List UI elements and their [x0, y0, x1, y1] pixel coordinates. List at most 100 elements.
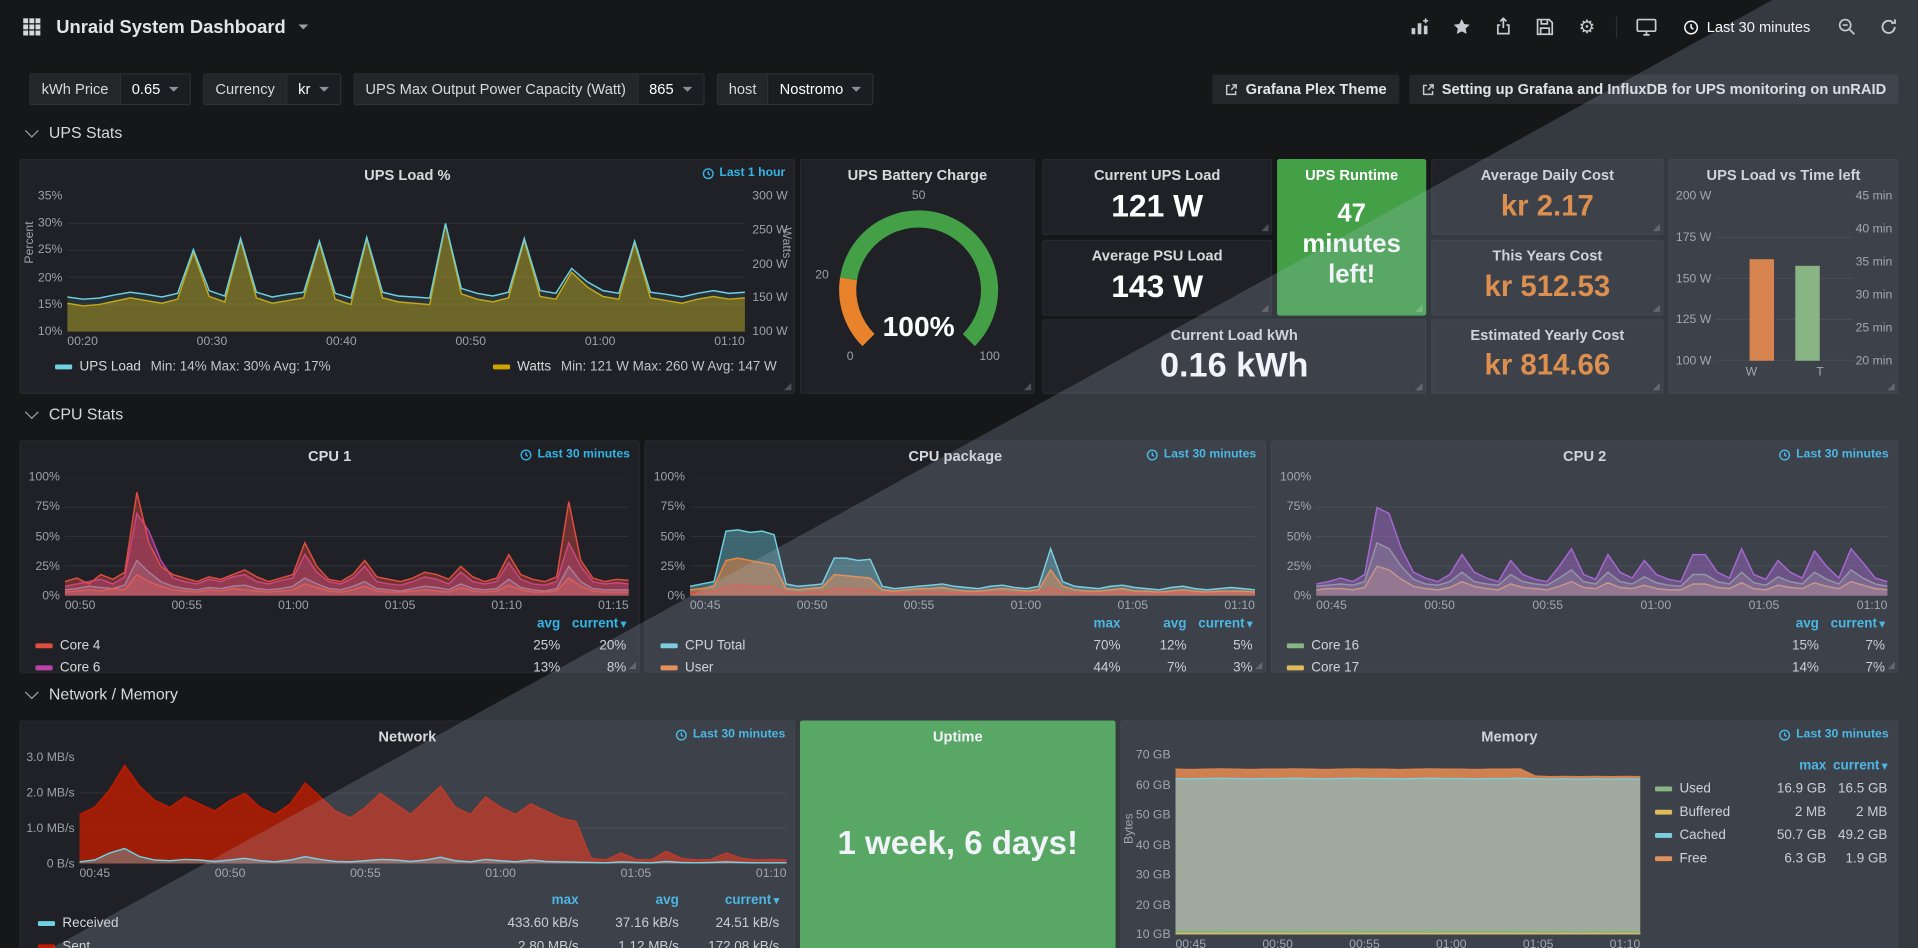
y-axis-ticks: 3.0 MB/s 2.0 MB/s 1.0 MB/s 0 B/s: [26, 751, 75, 871]
series-name[interactable]: Cached: [1679, 827, 1726, 843]
stat-value: 47 minutes left!: [1302, 199, 1401, 289]
save-icon[interactable]: [1533, 12, 1557, 41]
series-name[interactable]: Core 4: [59, 638, 101, 654]
share-icon[interactable]: [1491, 12, 1515, 41]
ups-load-graph[interactable]: [67, 196, 745, 332]
panel-title[interactable]: CPU 2: [1563, 447, 1607, 465]
row-header-ups-stats[interactable]: UPS Stats: [24, 123, 122, 142]
external-link-icon: [1226, 83, 1238, 95]
series-name[interactable]: UPS Load: [79, 359, 141, 375]
legend-row: User 44% 7% 3%: [660, 657, 1253, 673]
row-header-cpu-stats[interactable]: CPU Stats: [24, 404, 123, 423]
series-color: [1655, 855, 1673, 861]
variable-value-dropdown[interactable]: kr: [285, 74, 340, 104]
settings-gear-icon[interactable]: ⚙: [1578, 17, 1596, 38]
panel-title[interactable]: Memory: [1481, 727, 1538, 745]
nav-divider: [1616, 15, 1618, 38]
panel-title[interactable]: UPS Runtime: [1305, 166, 1399, 184]
apps-grid-icon[interactable]: [20, 12, 44, 41]
star-icon[interactable]: [1450, 12, 1474, 41]
panel-title[interactable]: This Years Cost: [1492, 247, 1603, 265]
stat-value: kr 512.53: [1484, 269, 1611, 303]
chevron-down-icon: [851, 86, 862, 92]
series-color: [55, 364, 73, 370]
series-name[interactable]: Received: [62, 915, 119, 931]
legend-sort-avg[interactable]: avg: [655, 892, 679, 908]
legend-sort-max[interactable]: max: [1093, 616, 1121, 632]
clock-icon: [1684, 19, 1699, 34]
panel-ups-load-vs-time-left: UPS Load vs Time left 200 W 175 W 150 W 125…: [1668, 159, 1899, 394]
link-ups-monitoring-guide[interactable]: Setting up Grafana and InfluxDB for UPS …: [1408, 74, 1899, 104]
series-name[interactable]: User: [684, 660, 714, 673]
y-axis-ticks-right: 45 min 40 min 35 min 30 min 25 min 20 min: [1855, 189, 1893, 369]
network-graph[interactable]: [79, 758, 787, 864]
variable-value-dropdown[interactable]: 865: [636, 74, 704, 104]
variable-host[interactable]: host Nostromo: [716, 73, 874, 106]
series-name[interactable]: Core 17: [1311, 660, 1360, 673]
zoom-out-icon[interactable]: [1835, 12, 1859, 41]
variable-kwh-price[interactable]: kWh Price 0.65: [29, 73, 191, 106]
load-vs-time-bars[interactable]: [1716, 196, 1854, 361]
legend-sort-current[interactable]: current: [560, 616, 626, 631]
series-name[interactable]: Core 6: [59, 660, 101, 673]
panel-this-years-cost: This Years Cost kr 512.53: [1431, 239, 1664, 316]
clock-icon: [1779, 448, 1791, 460]
variable-value-dropdown[interactable]: Nostromo: [767, 74, 873, 104]
series-name[interactable]: Sent: [62, 938, 91, 948]
legend-header-row: avg current: [1287, 613, 1885, 635]
row-cpu-stats: CPU 1 Last 30 minutes 100% 75% 50% 25% 0% 00…: [19, 440, 1899, 673]
panel-network: Network Last 30 minutes 3.0 MB/s 2.0 MB/s…: [19, 720, 796, 948]
series-name[interactable]: Core 16: [1311, 638, 1360, 654]
row-header-network-memory[interactable]: Network / Memory: [24, 684, 178, 703]
variable-value-dropdown[interactable]: 0.65: [119, 74, 190, 104]
stat-value: 1 week, 6 days!: [837, 824, 1079, 862]
panel-title[interactable]: UPS Battery Charge: [847, 166, 988, 184]
dashboard-title[interactable]: Unraid System Dashboard: [56, 16, 286, 38]
cpu2-graph[interactable]: [1316, 478, 1888, 596]
panel-title[interactable]: Average PSU Load: [1091, 247, 1223, 265]
memory-graph[interactable]: [1175, 755, 1641, 935]
legend-sort-current[interactable]: current: [1826, 758, 1887, 773]
legend-sort-max[interactable]: max: [1799, 757, 1827, 773]
legend-sort-avg[interactable]: avg: [1795, 616, 1819, 632]
legend-sort-max[interactable]: max: [551, 892, 579, 908]
series-color: [37, 943, 56, 948]
legend-sort-current[interactable]: current: [679, 892, 779, 907]
panel-title[interactable]: UPS Load %: [364, 166, 451, 184]
panel-title[interactable]: UPS Load vs Time left: [1706, 166, 1861, 184]
time-range-label: Last 30 minutes: [1706, 18, 1811, 36]
refresh-icon[interactable]: [1876, 12, 1900, 41]
series-name[interactable]: Free: [1679, 850, 1708, 866]
panel-title[interactable]: Estimated Yearly Cost: [1470, 326, 1625, 344]
time-range-button[interactable]: Last 30 minutes: [1676, 13, 1818, 40]
series-name[interactable]: Used: [1679, 781, 1711, 796]
series-name[interactable]: Buffered: [1679, 804, 1731, 819]
cpu-package-graph[interactable]: [689, 478, 1256, 596]
panel-title[interactable]: Average Daily Cost: [1480, 166, 1614, 184]
legend-sort-current[interactable]: current: [1187, 616, 1253, 631]
panel-title[interactable]: Current UPS Load: [1093, 166, 1221, 184]
variable-ups-max-output[interactable]: UPS Max Output Power Capacity (Watt) 865: [353, 73, 705, 106]
panel-time-override: Last 30 minutes: [1147, 448, 1256, 461]
legend-row: Sent 2.80 MB/s 1.12 MB/s 172.08 kB/s: [37, 935, 779, 948]
legend-sort-current[interactable]: current: [1819, 616, 1885, 631]
legend-sort-avg[interactable]: avg: [1163, 616, 1187, 632]
clock-icon: [676, 729, 688, 741]
series-name[interactable]: Watts: [517, 359, 552, 375]
legend-row: CPU Total 70% 12% 5%: [660, 635, 1253, 657]
series-name[interactable]: CPU Total: [684, 638, 746, 654]
cpu1-graph[interactable]: [64, 478, 629, 596]
add-panel-icon[interactable]: [1408, 12, 1432, 41]
panel-title[interactable]: Uptime: [932, 727, 983, 745]
panel-title[interactable]: CPU 1: [308, 447, 352, 465]
stat-value: kr 814.66: [1484, 348, 1611, 382]
link-grafana-plex-theme[interactable]: Grafana Plex Theme: [1212, 74, 1399, 104]
chevron-down-icon: [24, 404, 39, 419]
panel-title[interactable]: CPU package: [908, 447, 1003, 465]
legend-sort-avg[interactable]: avg: [537, 616, 561, 632]
panel-title[interactable]: Current Load kWh: [1170, 326, 1298, 344]
panel-title[interactable]: Network: [378, 727, 437, 745]
cycle-view-icon[interactable]: [1635, 12, 1659, 41]
dashboard-links: Grafana Plex Theme Setting up Grafana an…: [1212, 74, 1899, 104]
variable-currency[interactable]: Currency kr: [203, 73, 341, 106]
